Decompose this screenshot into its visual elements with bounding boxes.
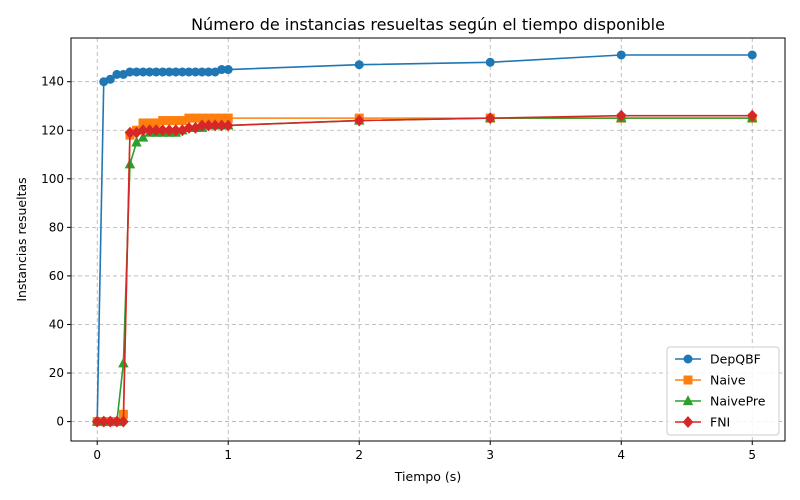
data-point xyxy=(118,357,129,368)
y-tick-label: 40 xyxy=(49,317,64,331)
y-tick-label: 140 xyxy=(41,75,64,89)
legend-marker xyxy=(682,395,694,406)
data-point xyxy=(354,60,364,70)
x-tick-label: 5 xyxy=(748,448,756,462)
axis-ticks: 0 1 2 3 4 5 0 20 40 60 80 100 120 140 xyxy=(41,75,756,462)
data-point xyxy=(118,415,129,428)
legend-label: DepQBF xyxy=(710,352,761,367)
series-naive xyxy=(92,113,757,427)
x-tick-label: 1 xyxy=(224,448,232,462)
series-fni xyxy=(91,109,758,428)
y-tick-label: 120 xyxy=(41,123,64,137)
y-axis-label: Instancias resueltas xyxy=(14,177,29,301)
series-layer xyxy=(91,50,758,428)
legend-label: FNI xyxy=(710,415,730,430)
x-tick-label: 3 xyxy=(486,448,494,462)
data-point xyxy=(222,119,234,132)
legend-box xyxy=(666,346,780,436)
data-point xyxy=(484,112,496,125)
series-line xyxy=(97,117,753,423)
y-tick-label: 0 xyxy=(56,415,64,429)
legend-label: NaivePre xyxy=(710,394,766,409)
data-point xyxy=(131,136,142,147)
y-tick-label: 80 xyxy=(49,220,64,234)
legend-item: DepQBF xyxy=(675,352,761,367)
data-point xyxy=(746,109,758,122)
data-point xyxy=(616,50,626,60)
x-axis-label: Tiempo (s) xyxy=(394,469,461,484)
series-line xyxy=(96,54,753,422)
x-tick-label: 4 xyxy=(617,448,625,462)
legend-marker xyxy=(683,375,693,385)
series-depqbf xyxy=(92,50,757,427)
data-point xyxy=(137,131,149,142)
x-tick-label: 0 xyxy=(93,448,101,462)
data-point xyxy=(353,114,365,127)
legend-item: FNI xyxy=(675,415,730,430)
data-point xyxy=(615,109,627,122)
legend-item: Naive xyxy=(675,373,746,388)
series-line xyxy=(97,114,753,423)
chart-title: Número de instancias resueltas según el … xyxy=(191,15,665,34)
y-tick-label: 60 xyxy=(49,269,64,283)
legend-item: NaivePre xyxy=(675,394,766,409)
x-tick-label: 2 xyxy=(355,448,363,462)
legend: DepQBF Naive NaivePre FNI xyxy=(666,346,780,436)
data-point xyxy=(747,50,757,60)
legend-marker xyxy=(682,416,694,428)
data-point xyxy=(105,74,115,84)
legend-label: Naive xyxy=(710,373,746,388)
y-tick-label: 20 xyxy=(49,366,64,380)
y-tick-label: 100 xyxy=(41,172,64,186)
data-point xyxy=(223,65,233,75)
series-naivepre xyxy=(91,112,758,426)
legend-marker xyxy=(683,354,693,364)
plot-frame xyxy=(70,37,786,442)
series-line xyxy=(97,117,753,423)
data-point xyxy=(485,57,495,67)
